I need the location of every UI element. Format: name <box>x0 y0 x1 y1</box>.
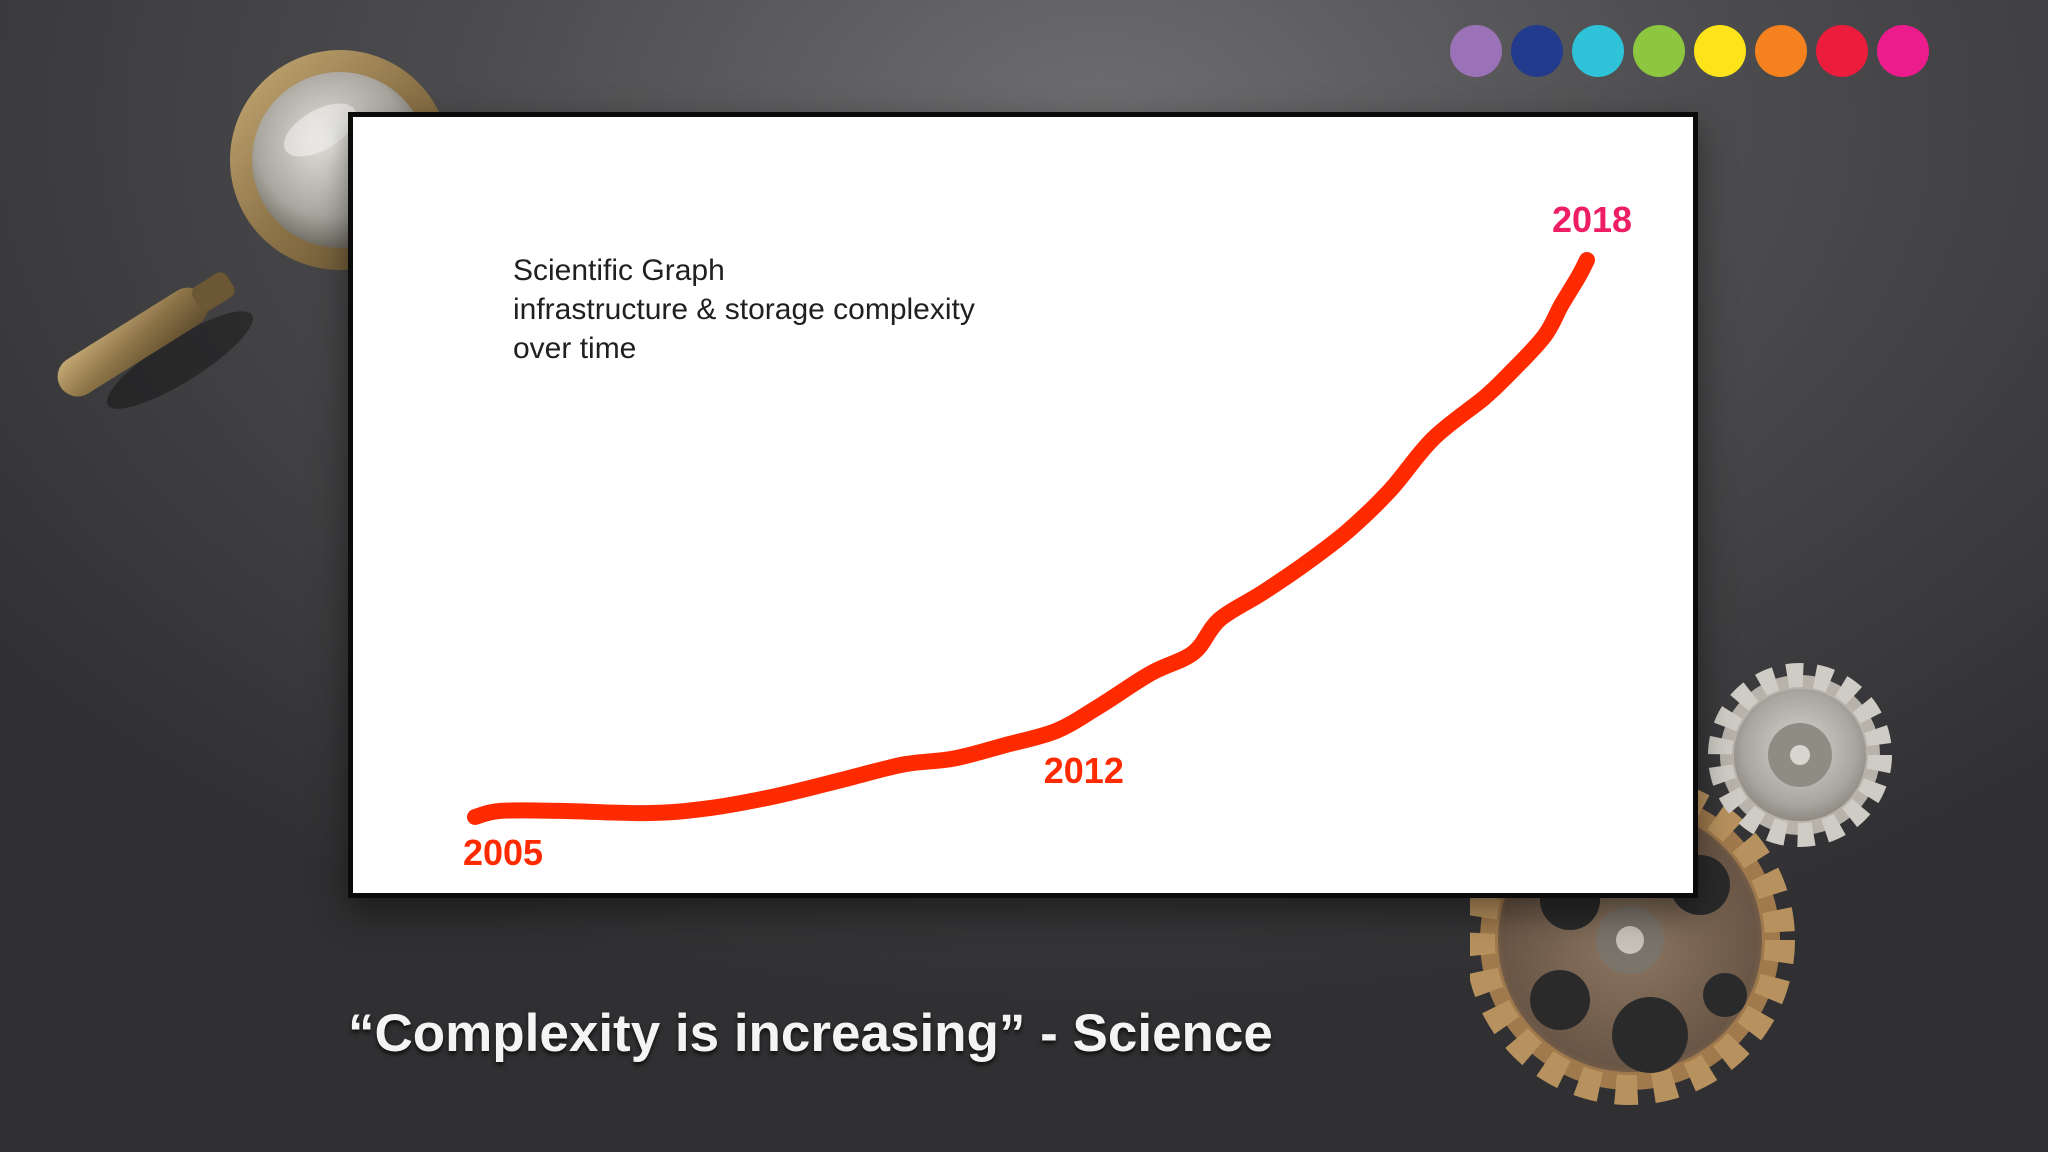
year-label-2005: 2005 <box>463 832 543 873</box>
palette-dot <box>1816 25 1868 77</box>
chart-title-line-3: over time <box>513 332 636 365</box>
palette-dot <box>1633 25 1685 77</box>
year-label-2012: 2012 <box>1044 750 1124 791</box>
palette-dot <box>1511 25 1563 77</box>
palette-dot <box>1755 25 1807 77</box>
palette-dot <box>1694 25 1746 77</box>
palette-dot <box>1450 25 1502 77</box>
complexity-line-chart: Scientific Graph infrastructure & storag… <box>460 196 1635 876</box>
palette-dot <box>1572 25 1624 77</box>
palette-dot <box>1877 25 1929 77</box>
year-label-2018: 2018 <box>1552 199 1632 240</box>
slide-caption: “Complexity is increasing” - Science <box>348 1004 1273 1063</box>
chart-title-line-1: Scientific Graph <box>513 254 725 287</box>
chart-title-line-2: infrastructure & storage complexity <box>513 293 975 326</box>
complexity-series-line <box>467 252 1595 825</box>
chart-slide: Scientific Graph infrastructure & storag… <box>348 112 1698 898</box>
